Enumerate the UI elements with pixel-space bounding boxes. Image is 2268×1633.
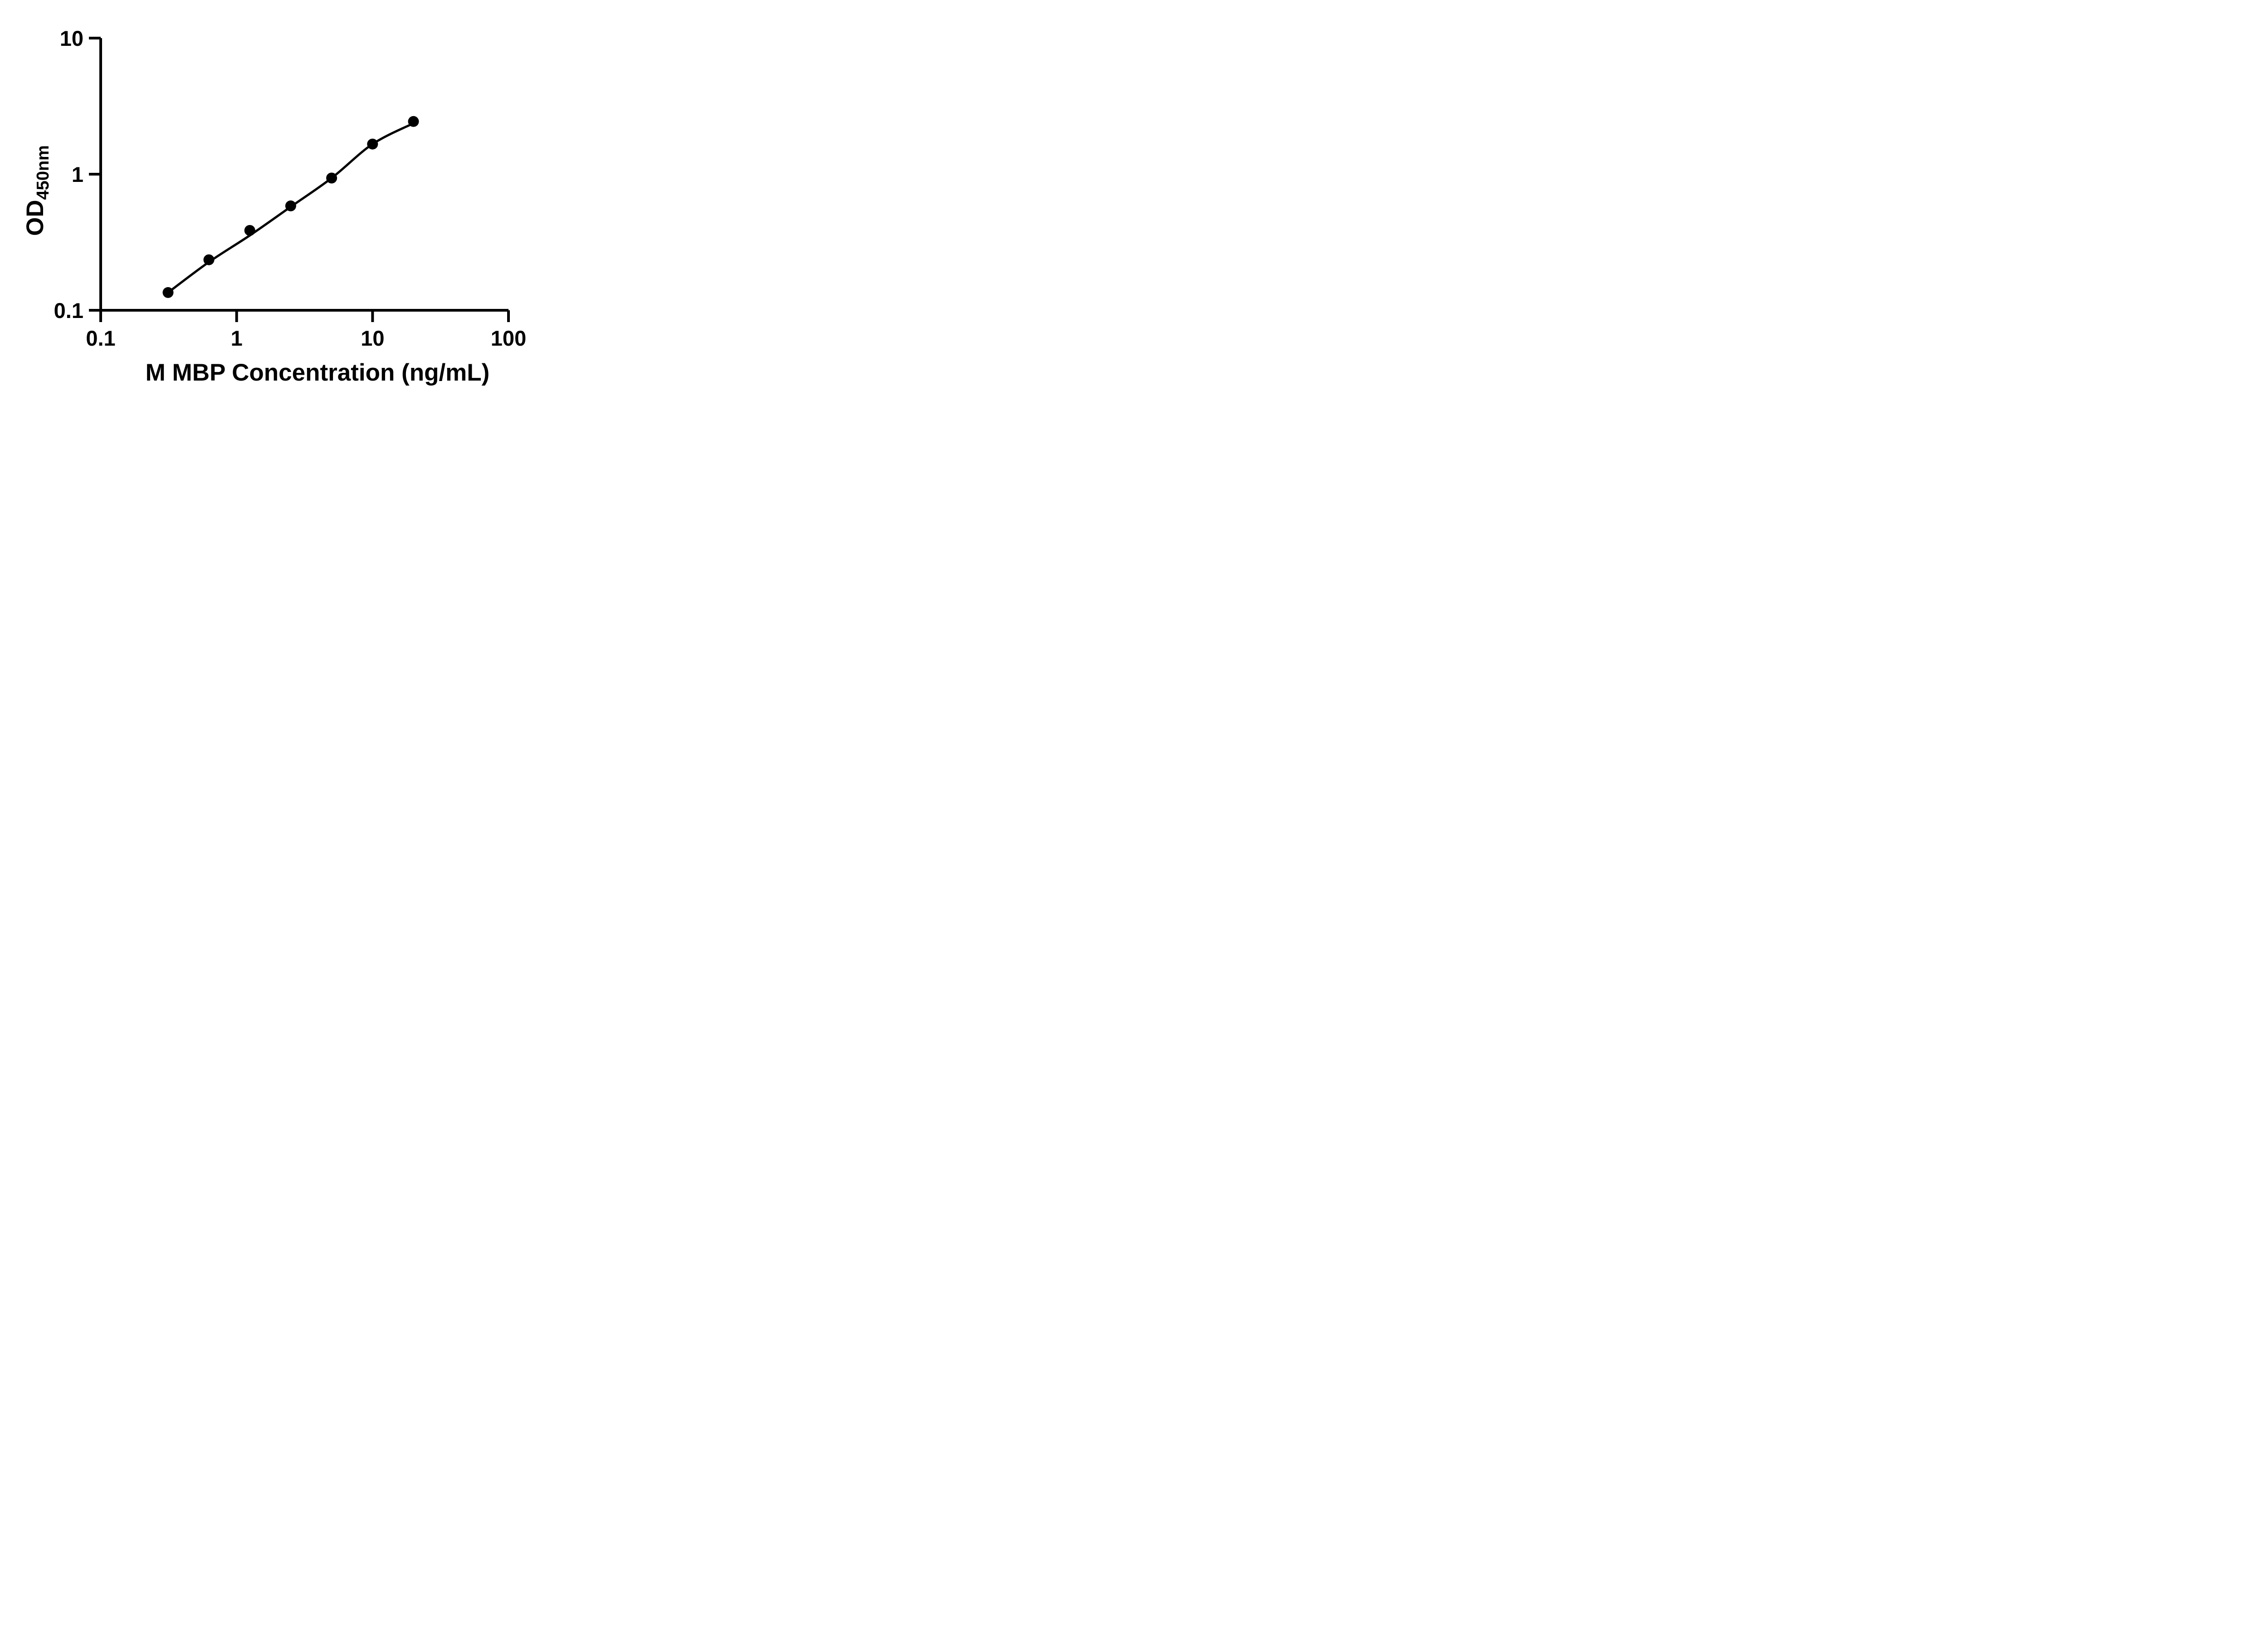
y-tick-label: 0.1 xyxy=(54,298,83,323)
plot-background xyxy=(0,0,571,408)
y-tick-label: 10 xyxy=(60,26,83,50)
x-tick-label: 10 xyxy=(361,326,384,350)
data-point xyxy=(408,116,419,127)
elisa-standard-curve-figure: 0.1 1 10 0.1 1 10 100 M MBP Concentration (ng/m… xyxy=(0,0,571,408)
data-point xyxy=(326,172,337,184)
chart-canvas: 0.1 1 10 0.1 1 10 100 M MBP Concentration (ng/m… xyxy=(0,0,571,411)
y-axis-title: OD450nm xyxy=(22,145,53,236)
data-point xyxy=(244,225,255,236)
y-axis-title-subscript: 450nm xyxy=(34,145,53,200)
data-point xyxy=(203,254,215,265)
x-tick-label: 100 xyxy=(491,326,526,350)
x-axis-title: M MBP Concentration (ng/mL) xyxy=(146,359,490,386)
x-tick-label: 0.1 xyxy=(86,326,115,350)
x-tick-label: 1 xyxy=(231,326,243,350)
data-point xyxy=(285,200,296,211)
data-point xyxy=(162,287,174,298)
y-axis-title-main: OD xyxy=(22,200,49,236)
data-point xyxy=(367,138,378,150)
y-tick-label: 1 xyxy=(72,162,83,186)
